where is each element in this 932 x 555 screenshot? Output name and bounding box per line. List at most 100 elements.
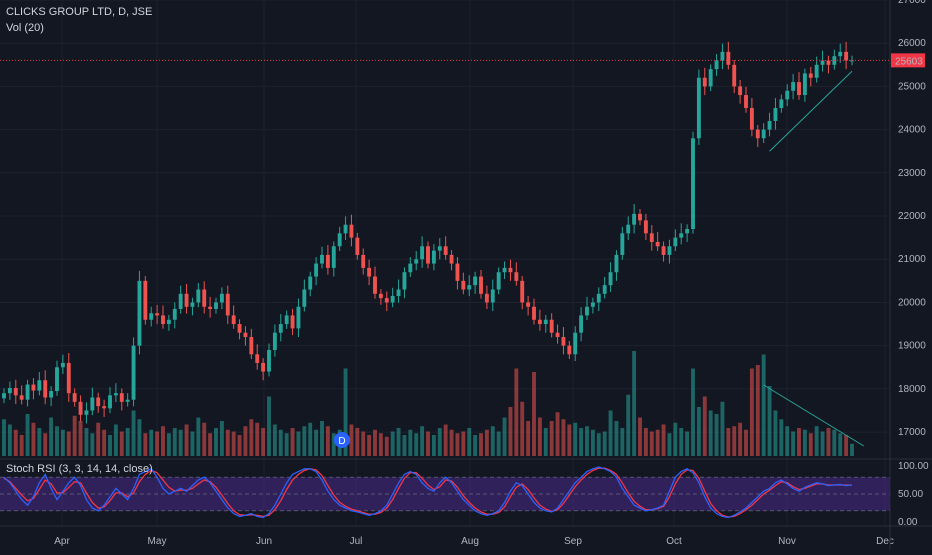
volume-bar	[691, 368, 695, 456]
candle-body	[520, 280, 525, 303]
volume-bar	[496, 431, 501, 456]
candle-body	[437, 246, 442, 251]
volume-bar	[661, 424, 666, 456]
volume-bar	[278, 429, 283, 456]
candle-body	[767, 120, 772, 130]
candle-body	[420, 246, 425, 260]
candle-body	[643, 220, 648, 234]
candle-body	[431, 250, 436, 264]
volume-bar	[7, 424, 12, 456]
volume-bar	[738, 422, 743, 456]
candle-body	[231, 315, 236, 325]
volume-bar	[308, 422, 313, 456]
volume-bar	[602, 431, 607, 456]
candle-body	[797, 82, 801, 96]
candle-body	[325, 254, 330, 268]
volume-bar	[473, 435, 478, 456]
volume-bar	[431, 435, 436, 456]
price-axis-tick: 19000	[898, 341, 926, 352]
volume-bar	[131, 410, 136, 456]
candle-body	[685, 229, 690, 234]
candle-body	[785, 90, 790, 100]
volume-bar	[726, 428, 731, 456]
candle-body	[208, 306, 213, 309]
candle-body	[190, 302, 195, 307]
candle-body	[537, 319, 542, 325]
candle-body	[473, 276, 478, 286]
candle-body	[302, 289, 307, 307]
volume-bar	[2, 419, 6, 456]
candle-body	[779, 99, 784, 109]
volume-bar	[702, 396, 707, 456]
volume-bar	[808, 433, 813, 456]
candle-body	[738, 86, 743, 96]
candle-body	[443, 246, 448, 255]
volume-bar	[685, 431, 690, 456]
volume-bar	[396, 428, 401, 456]
candle-body	[37, 380, 42, 391]
candle-body	[155, 313, 160, 316]
volume-bar	[390, 431, 395, 456]
candle-body	[184, 293, 189, 307]
volume-bar	[767, 386, 772, 456]
volume-bar	[261, 428, 266, 456]
candle-body	[7, 388, 12, 394]
volume-bar	[172, 428, 177, 456]
candle-body	[573, 332, 578, 355]
volume-bar	[284, 433, 289, 456]
volume-bar	[820, 431, 825, 456]
candle-body	[113, 393, 118, 396]
candle-body	[402, 272, 407, 290]
candle-body	[272, 332, 277, 350]
candle-body	[119, 393, 124, 402]
volume-bar	[137, 419, 142, 456]
price-axis-tick: 26000	[898, 38, 926, 49]
candle-body	[455, 263, 460, 281]
volume-bar	[626, 394, 631, 456]
volume-bar	[414, 433, 419, 456]
volume-bar	[590, 429, 595, 456]
volume-bar	[832, 429, 837, 456]
volume-bar	[850, 443, 854, 456]
candle-body	[267, 349, 271, 372]
candle-body	[467, 285, 472, 290]
volume-bar	[844, 435, 849, 456]
volume-bar	[543, 428, 548, 456]
candle-body	[620, 233, 625, 255]
candle-body	[502, 267, 507, 273]
candle-body	[490, 289, 495, 303]
candle-body	[638, 213, 642, 221]
candle-body	[25, 384, 30, 400]
price-axis-tick: 27000	[898, 0, 926, 6]
volume-bar	[373, 429, 377, 456]
volume-bar	[826, 428, 831, 456]
candle-body	[261, 362, 266, 372]
volume-bar	[773, 410, 778, 456]
volume-bar	[555, 412, 560, 456]
volume-bar	[325, 426, 330, 456]
month-tick-label: May	[148, 536, 167, 547]
volume-bar	[108, 435, 112, 456]
candle-body	[496, 272, 501, 290]
volume-bar	[267, 396, 271, 456]
candle-body	[49, 391, 54, 398]
candle-body	[384, 298, 389, 303]
candle-body	[732, 64, 737, 87]
volume-bar	[90, 433, 95, 456]
volume-bar	[673, 422, 678, 456]
candle-body	[479, 276, 483, 294]
event-marker	[334, 432, 350, 448]
volume-bar	[49, 417, 54, 456]
candle-body	[367, 267, 372, 277]
volume-bar	[638, 417, 642, 456]
price-axis-tick: 23000	[898, 168, 926, 179]
volume-bar	[113, 424, 118, 456]
volume-bar	[331, 433, 336, 456]
volume-bar	[508, 407, 513, 456]
candle-body	[331, 246, 336, 268]
price-axis-tick: 21000	[898, 254, 926, 265]
volume-bar	[25, 414, 30, 456]
candle-body	[219, 293, 224, 303]
